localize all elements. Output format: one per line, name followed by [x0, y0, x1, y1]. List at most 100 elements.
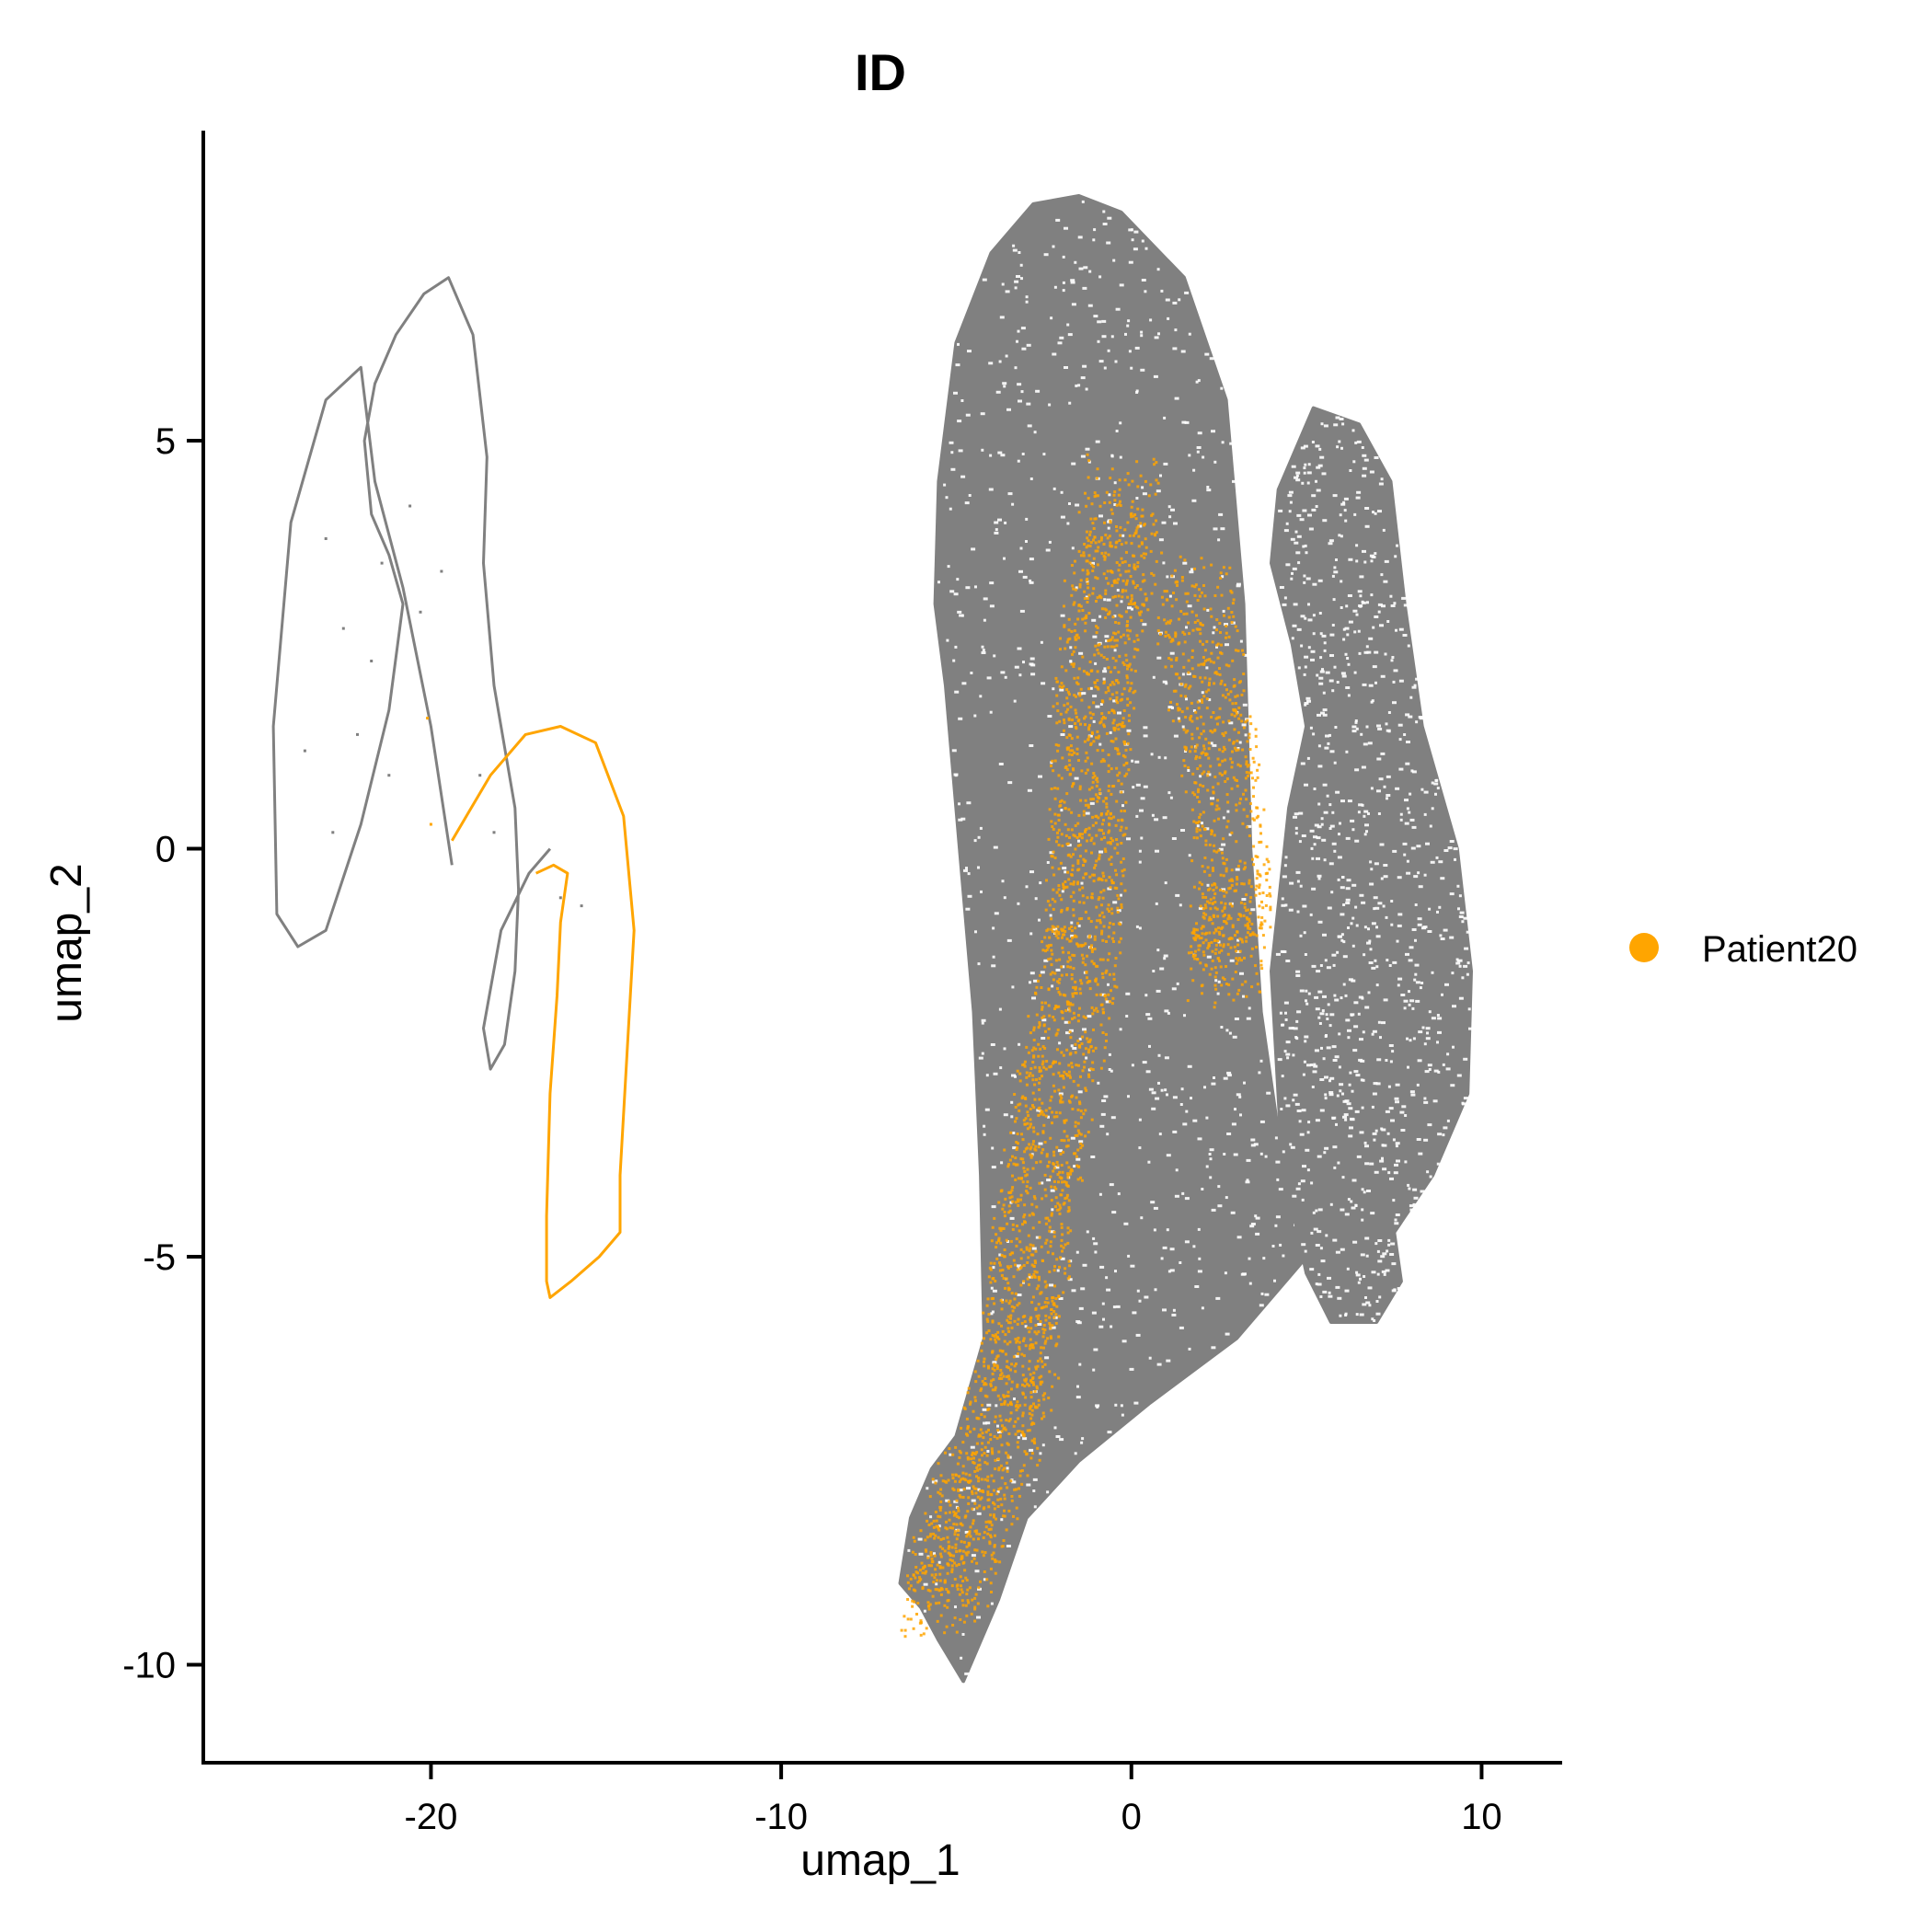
- cell-point: [998, 1397, 1002, 1401]
- density-gap: [1331, 811, 1335, 814]
- cell-point: [1081, 1144, 1085, 1147]
- cell-point: [1110, 508, 1113, 512]
- density-gap: [990, 1286, 994, 1290]
- cell-point: [1101, 896, 1105, 900]
- density-gap: [1321, 838, 1327, 842]
- density-gap: [1022, 1437, 1028, 1441]
- cell-point: [1045, 1153, 1049, 1156]
- density-gap: [1166, 1154, 1171, 1157]
- density-gap: [1324, 1075, 1328, 1079]
- cell-point: [1054, 1196, 1058, 1200]
- cell-point: [1013, 1364, 1017, 1368]
- cell-point: [1137, 535, 1141, 538]
- density-gap: [1391, 1050, 1395, 1053]
- cell-point: [1056, 987, 1059, 991]
- density-gap: [1201, 1306, 1204, 1310]
- cell-point: [1034, 1306, 1038, 1310]
- density-gap: [935, 1582, 938, 1586]
- cell-point: [947, 1563, 950, 1567]
- cell-point: [960, 1478, 963, 1481]
- density-gap: [1078, 1306, 1084, 1310]
- cell-point: [975, 1506, 979, 1510]
- density-gap: [1316, 466, 1321, 469]
- cell-point: [1121, 834, 1125, 837]
- cell-point: [1117, 922, 1121, 926]
- cell-point: [1196, 619, 1200, 623]
- density-gap: [1339, 1089, 1342, 1093]
- cell-point: [995, 1246, 998, 1249]
- cell-point: [1029, 1067, 1033, 1071]
- cell-point: [929, 1551, 933, 1554]
- cell-point: [1043, 1280, 1047, 1283]
- density-gap: [1039, 881, 1042, 885]
- cell-point: [1050, 1199, 1053, 1202]
- density-gap: [998, 763, 1004, 765]
- density-gap: [1361, 765, 1366, 769]
- density-gap: [1398, 627, 1404, 631]
- density-gap: [1285, 1052, 1291, 1056]
- density-gap: [1346, 657, 1350, 660]
- cell-point: [1072, 1011, 1075, 1015]
- density-gap: [1153, 1228, 1156, 1232]
- cell-point: [1050, 1095, 1053, 1098]
- density-gap: [1026, 1483, 1031, 1487]
- cell-point: [1038, 1023, 1041, 1027]
- cell-point: [1110, 645, 1113, 649]
- cell-point: [929, 1554, 933, 1557]
- cell-point: [1055, 1115, 1059, 1119]
- cell-point: [955, 1537, 959, 1541]
- density-gap: [1390, 604, 1396, 607]
- density-gap: [1119, 283, 1124, 287]
- cell-point: [1014, 1338, 1018, 1341]
- cell-point: [996, 1330, 1000, 1334]
- density-gap: [1344, 627, 1350, 630]
- cell-point: [958, 1494, 961, 1497]
- cell-point: [1017, 1445, 1020, 1449]
- cell-point: [1028, 1213, 1031, 1217]
- cell-point: [1151, 512, 1155, 516]
- cell-point: [1046, 1301, 1050, 1305]
- density-gap: [1405, 762, 1410, 765]
- density-gap: [1303, 581, 1306, 584]
- cell-point: [1088, 980, 1092, 983]
- density-gap: [1109, 1183, 1114, 1187]
- density-gap: [1367, 991, 1371, 995]
- density-gap: [1284, 1018, 1288, 1021]
- density-gap: [1296, 880, 1300, 883]
- cell-point: [1020, 1469, 1024, 1472]
- density-gap: [1406, 741, 1410, 743]
- cell-point: [1018, 1430, 1021, 1432]
- density-gap: [953, 391, 958, 395]
- density-gap: [1333, 761, 1337, 765]
- cell-point: [1232, 776, 1236, 779]
- cell-point: [980, 1448, 983, 1452]
- cell-point: [1121, 633, 1125, 637]
- cell-point: [1109, 697, 1112, 701]
- density-gap: [1069, 660, 1073, 663]
- cell-point: [1039, 973, 1042, 977]
- cell-point: [906, 1574, 909, 1578]
- cell-point: [1003, 1211, 1006, 1213]
- cell-point: [1213, 671, 1217, 674]
- density-gap: [1162, 680, 1167, 684]
- cell-point: [1066, 960, 1070, 963]
- cell-point: [1115, 723, 1119, 727]
- cell-point: [1005, 1461, 1008, 1465]
- cell-point: [1050, 820, 1053, 823]
- cell-point: [1070, 977, 1074, 981]
- density-gap: [1175, 893, 1180, 897]
- density-gap: [1258, 1071, 1261, 1075]
- cell-point: [1079, 799, 1083, 802]
- cell-point: [1086, 768, 1089, 772]
- density-gap: [1397, 876, 1402, 880]
- cell-point: [1118, 771, 1121, 775]
- cell-point: [1254, 778, 1258, 782]
- density-gap: [1393, 1171, 1398, 1175]
- cell-point: [998, 1263, 1002, 1267]
- density-gap: [1324, 1146, 1329, 1150]
- cell-point: [1228, 566, 1232, 569]
- density-gap: [1440, 937, 1445, 940]
- cell-point: [1059, 1256, 1062, 1259]
- cell-point: [1072, 603, 1075, 606]
- density-gap: [1173, 522, 1178, 525]
